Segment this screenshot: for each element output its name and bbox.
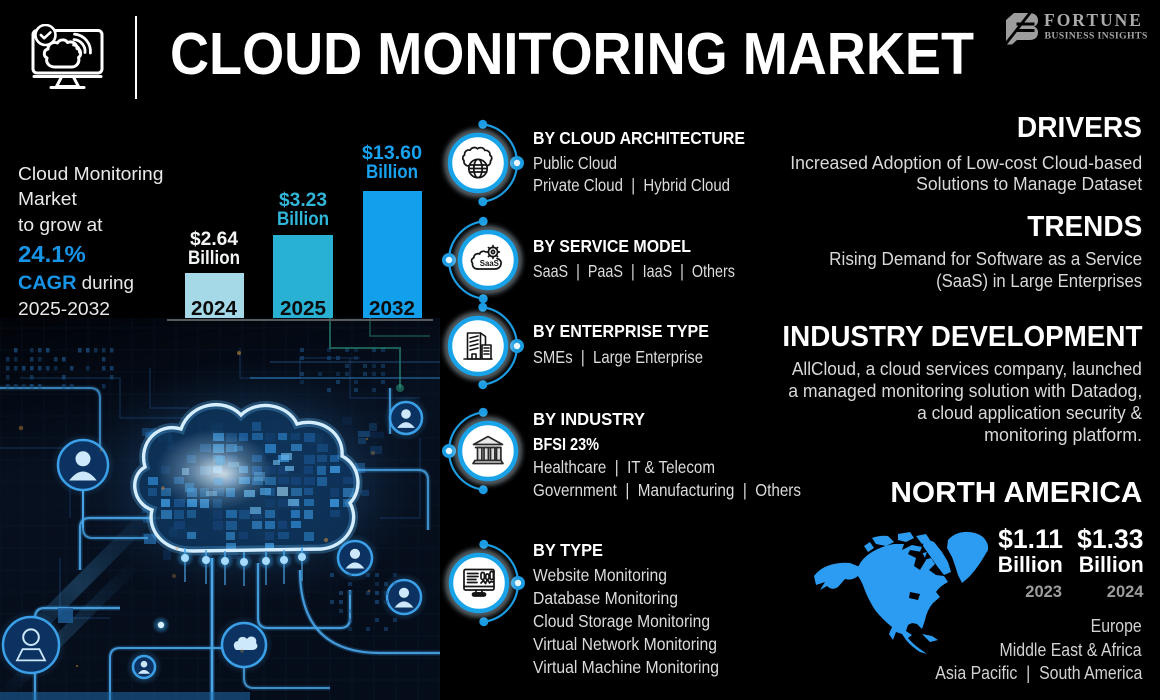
svg-text:BUSINESS INSIGHTS: BUSINESS INSIGHTS [1045,30,1148,41]
svg-text:SaaS: SaaS [480,259,499,268]
svg-text:FORTUNE: FORTUNE [1044,11,1143,30]
